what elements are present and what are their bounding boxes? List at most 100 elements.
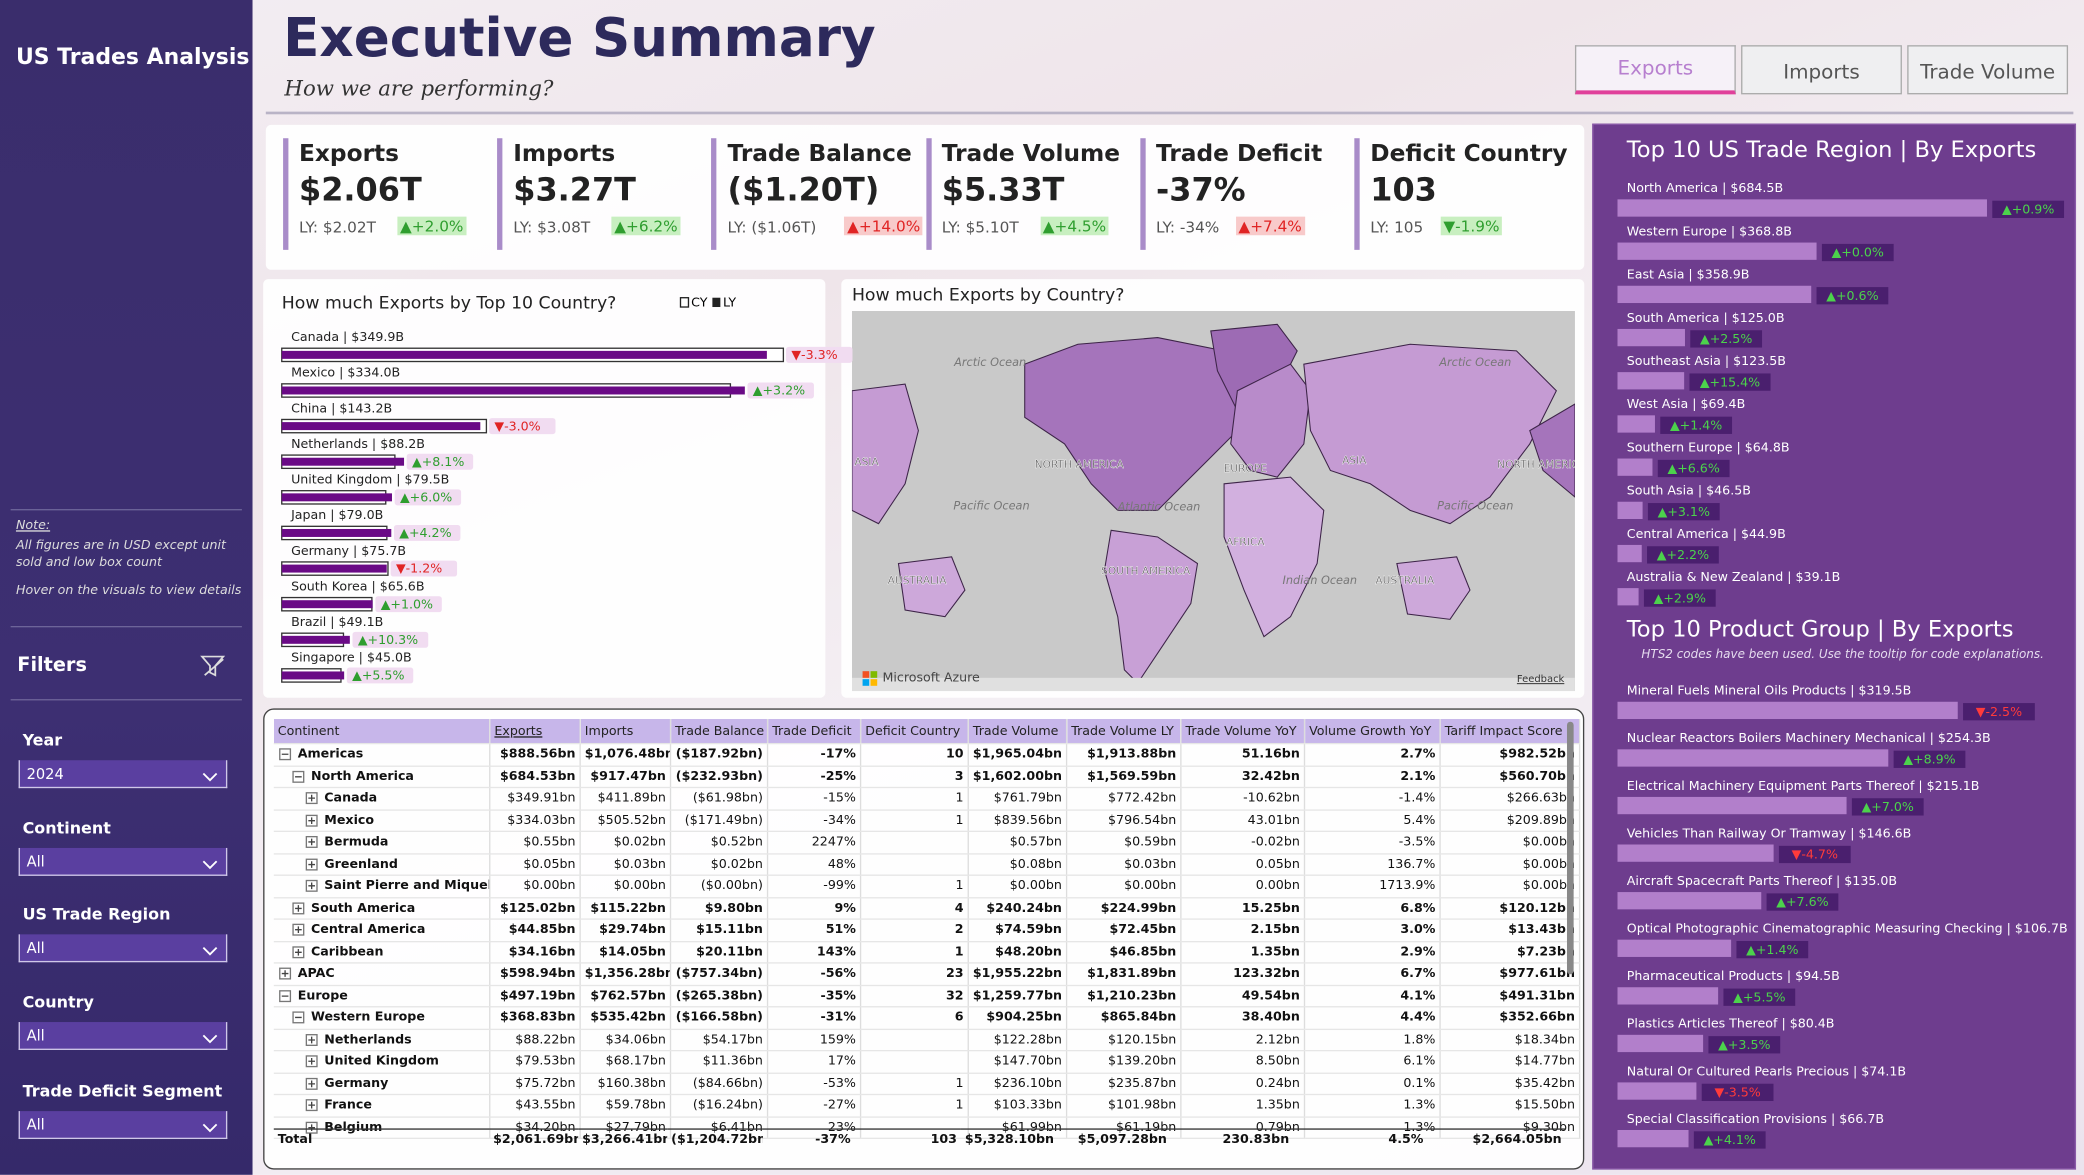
change-label: ▲+0.9% (2002, 201, 2054, 216)
expander[interactable] (305, 1099, 318, 1112)
expander[interactable] (305, 836, 318, 849)
expander-icon (295, 904, 302, 912)
change-label: ▼-4.7% (1792, 847, 1838, 862)
row-label: Greenland (273, 853, 491, 876)
cell: -35% (767, 984, 862, 1008)
cell: 1.3% (1304, 1094, 1441, 1118)
expander[interactable] (305, 1033, 318, 1046)
expander-icon (308, 882, 315, 890)
land (1024, 337, 1252, 511)
chevron-icon (202, 1034, 218, 1044)
expander[interactable] (305, 814, 318, 827)
cell: $560.70bn (1440, 765, 1581, 789)
expander[interactable] (292, 924, 305, 937)
expander[interactable] (305, 1055, 318, 1068)
bar-label: South Asia | $46.5B (1627, 483, 1751, 498)
total-cell: -37% (815, 1132, 851, 1148)
column-header[interactable]: Trade Deficit (767, 719, 862, 745)
bar-label: South America | $125.0B (1627, 310, 1785, 325)
table-row: Saint Pierre and Miquelon$0.00bn$0.00bn(… (273, 875, 1581, 898)
expander[interactable] (292, 902, 305, 915)
expander[interactable] (305, 858, 318, 871)
column-header[interactable]: Imports (580, 719, 672, 745)
cell (860, 831, 969, 854)
cell: $74.59bn (968, 919, 1068, 942)
tab[interactable]: Imports (1741, 45, 1902, 95)
antarctica (851, 677, 1575, 692)
column-header[interactable]: Deficit Country (860, 719, 969, 745)
cell: $352.66bn (1440, 1006, 1581, 1030)
column-header[interactable]: Tariff Impact Score (1440, 719, 1581, 745)
cell: $75.72bn (489, 1072, 581, 1096)
cy-bar (281, 635, 350, 644)
expander[interactable] (279, 967, 292, 980)
change-badge (1693, 1131, 1766, 1149)
table-row: North America $684.53bn $917.47bn ($232.93b… (273, 765, 1581, 789)
column-header[interactable]: Trade Balance (670, 719, 769, 745)
cell: $761.79bn (968, 787, 1068, 811)
expander[interactable] (292, 770, 305, 783)
row-label: Central America (273, 919, 491, 942)
filter-icon[interactable] (200, 655, 226, 677)
dropdown-value: All (26, 853, 45, 871)
dropdown[interactable]: All (18, 934, 228, 963)
bar-label: Mineral Fuels Mineral Oils Products | $3… (1627, 683, 1912, 698)
dropdown[interactable]: All (18, 1022, 228, 1050)
data-table: Continent Exports Imports Trade Balance Trad… (273, 719, 1581, 1140)
column-header[interactable]: Exports (489, 719, 581, 745)
cell: 8.50bn (1180, 1050, 1306, 1074)
cell: $839.56bn (968, 809, 1068, 832)
table-row: APAC $598.94bn $1,356.28bn ($757.34bn) -56% 2… (273, 962, 1581, 986)
cell: $598.94bn (489, 962, 581, 986)
cell: $917.47bn (580, 765, 672, 789)
change-label: ▲+0.6% (1826, 288, 1878, 303)
dropdown[interactable]: 2024 (18, 760, 228, 789)
change-label: ▲+1.4% (1670, 417, 1722, 432)
table-row: United Kingdom $79.53bn $68.17bn $11.36bn 17… (273, 1050, 1581, 1074)
column-header[interactable]: Continent (273, 719, 491, 745)
tab[interactable]: Exports (1574, 45, 1736, 95)
column-header[interactable]: Trade Volume YoY (1180, 719, 1306, 745)
land (1396, 556, 1471, 620)
row-label: APAC (273, 962, 491, 986)
column-header[interactable]: Trade Volume (968, 719, 1068, 745)
column-header[interactable]: Volume Growth YoY (1304, 719, 1441, 745)
cell: 3.0% (1304, 919, 1441, 942)
bar-label: Germany | $75.7B (291, 543, 406, 558)
cell: 123.32bn (1180, 962, 1306, 986)
app-title: US Trades Analysis (15, 43, 250, 70)
cell: 2.9% (1304, 940, 1441, 964)
expander[interactable] (292, 945, 305, 958)
change-label: ▲+5.5% (1733, 989, 1785, 1004)
bar (1617, 544, 1642, 563)
expander[interactable] (292, 1011, 305, 1024)
cell: $0.52bn (670, 831, 769, 854)
total-cell: $2,061.69bn (493, 1132, 579, 1148)
logo (862, 671, 870, 678)
dropdown[interactable]: All (18, 1111, 228, 1140)
tab[interactable]: Trade Volume (1907, 45, 2069, 95)
cell: $684.53bn (489, 765, 581, 789)
page-title: Executive Summary (283, 7, 876, 70)
map-title: How much Exports by Country? (851, 285, 1125, 306)
expander[interactable] (279, 989, 292, 1002)
change-label: ▼-1.2% (396, 561, 442, 576)
dropdown[interactable]: All (18, 847, 228, 876)
cell: $160.38bn (580, 1072, 672, 1096)
change-label: ▲+2.5% (1700, 331, 1752, 346)
expander[interactable] (279, 748, 292, 761)
expander[interactable] (305, 792, 318, 805)
column-header[interactable]: Trade Volume LY (1066, 719, 1182, 745)
change-badge (1647, 503, 1720, 521)
expander[interactable] (305, 880, 318, 893)
cell: $982.52bn (1440, 743, 1581, 767)
expander-icon (295, 1017, 302, 1019)
expander[interactable] (305, 1077, 318, 1090)
row-name: Germany (324, 1076, 389, 1091)
cell (860, 1116, 969, 1140)
land (1223, 476, 1325, 638)
cell: $0.03bn (1066, 853, 1182, 876)
expander-icon (308, 838, 315, 846)
change-badge (1701, 1083, 1774, 1102)
row-name: Europe (297, 988, 348, 1004)
